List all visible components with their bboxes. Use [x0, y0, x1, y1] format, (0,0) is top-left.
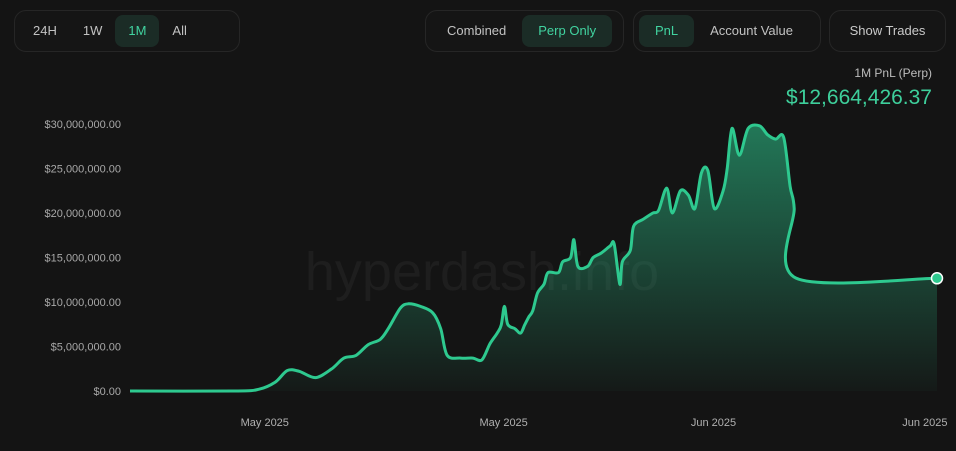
pnl-summary-label: 1M PnL (Perp): [854, 66, 932, 80]
x-tick-label: May 2025: [479, 417, 527, 429]
x-tick-label: Jun 2025: [691, 417, 736, 429]
y-tick-label: $30,000,000.00: [45, 119, 121, 131]
combined-button[interactable]: Combined: [447, 23, 507, 38]
show-trades-button[interactable]: Show Trades: [829, 10, 946, 52]
y-tick-label: $25,000,000.00: [45, 164, 121, 176]
pnl-button[interactable]: PnL: [639, 15, 695, 47]
range-1w-button[interactable]: 1W: [82, 23, 103, 38]
range-24h-button[interactable]: 24H: [33, 23, 57, 38]
x-tick-label: Jun 2025: [902, 417, 947, 429]
perp-only-button[interactable]: Perp Only: [522, 15, 613, 47]
view-selector: Combined Perp Only: [425, 10, 624, 52]
x-axis: May 2025 May 2025 Jun 2025 Jun 2025: [241, 417, 948, 429]
y-tick-label: $15,000,000.00: [45, 253, 121, 265]
y-axis: $0.00 $5,000,000.00 $10,000,000.00 $15,000,…: [45, 119, 121, 398]
pnl-line: [129, 123, 938, 393]
pnl-endpoint-marker[interactable]: [930, 272, 944, 285]
metric-selector: PnL Account Value: [633, 10, 821, 52]
account-value-button[interactable]: Account Value: [710, 23, 794, 38]
x-tick-label: May 2025: [241, 417, 289, 429]
y-tick-label: $10,000,000.00: [45, 297, 121, 309]
range-1m-button[interactable]: 1M: [115, 15, 160, 47]
y-tick-label: $20,000,000.00: [45, 208, 121, 220]
y-tick-label: $5,000,000.00: [51, 342, 121, 354]
range-all-button[interactable]: All: [172, 23, 187, 38]
pnl-summary-value: $12,664,426.37: [786, 86, 932, 109]
time-range-selector: 24H 1W 1M All: [14, 10, 240, 52]
y-tick-label: $0.00: [93, 386, 121, 398]
pnl-area: [130, 124, 937, 392]
